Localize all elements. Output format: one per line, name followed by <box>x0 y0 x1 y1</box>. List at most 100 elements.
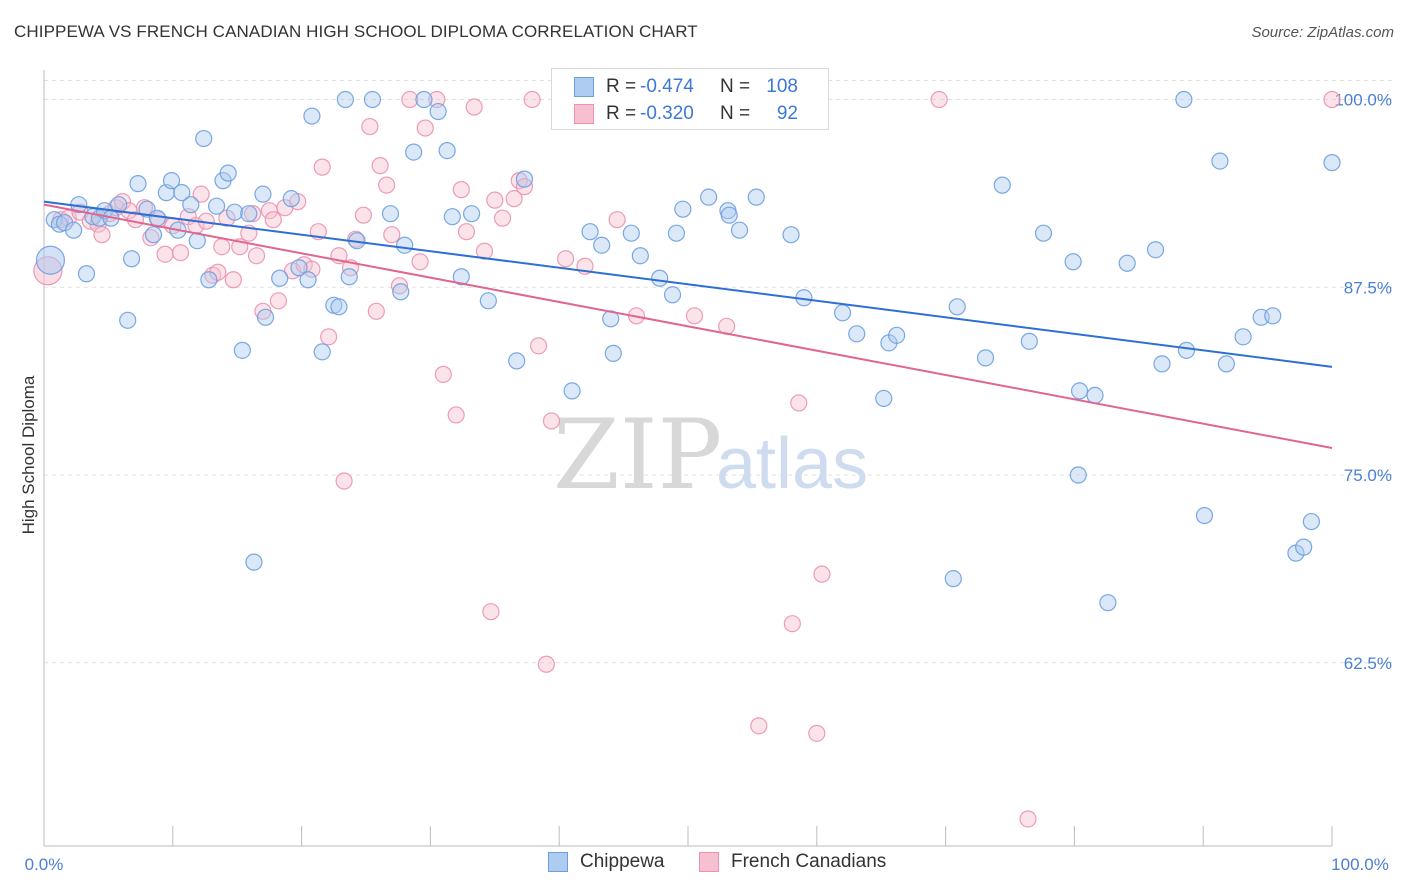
bottom-legend-swatch-french <box>699 852 719 872</box>
french-canadians-point <box>542 412 561 430</box>
chippewa-point <box>1302 512 1320 531</box>
french-canadians-point <box>486 191 504 209</box>
legend-n-value: 92 <box>776 103 798 124</box>
french-canadians-point <box>335 472 353 490</box>
chippewa-point <box>508 352 526 370</box>
y-tick-label: 87.5% <box>1344 278 1392 297</box>
french-canadians-point <box>608 211 626 229</box>
y-tick-label: 62.5% <box>1344 654 1392 673</box>
chippewa-point <box>700 188 718 206</box>
chippewa-point <box>1264 307 1282 325</box>
french-canadians-point <box>416 119 434 137</box>
chippewa-point <box>1234 328 1252 346</box>
chippewa-point <box>1064 253 1082 271</box>
chippewa-points <box>35 90 1341 612</box>
chippewa-point <box>1177 341 1196 359</box>
french-canadians-point <box>156 245 174 263</box>
chippewa-point <box>200 271 218 289</box>
french-canadians-point <box>813 565 831 583</box>
french-canadians-point <box>434 365 452 383</box>
chippewa-point <box>77 265 96 283</box>
french-canadians-point <box>367 302 385 320</box>
chippewa-point <box>173 184 191 202</box>
bottom-legend-chippewa: Chippewa <box>548 851 665 873</box>
chippewa-point <box>1099 594 1117 612</box>
chart-title: CHIPPEWA VS FRENCH CANADIAN HIGH SCHOOL … <box>14 22 698 41</box>
chippewa-point <box>515 170 534 188</box>
y-axis-title: High School Diploma <box>19 375 38 534</box>
french-canadians-point <box>457 223 476 241</box>
french-canadians-point <box>93 226 111 244</box>
chippewa-point <box>195 129 213 148</box>
chippewa-point <box>119 311 137 329</box>
chippewa-point <box>622 224 640 242</box>
french-canadians-point <box>750 717 768 735</box>
french-canadians-point <box>1323 90 1341 109</box>
watermark-zip: ZIP <box>553 399 722 511</box>
chippewa-point <box>1146 241 1165 259</box>
chippewa-point <box>256 308 275 326</box>
chippewa-point <box>976 349 995 367</box>
french-canadians-point <box>685 307 704 325</box>
french-canadians-point <box>224 271 242 289</box>
legend-n-label: N = <box>720 103 751 124</box>
french-canadians-point <box>523 90 541 109</box>
french-canadians-point <box>269 292 288 310</box>
french-canadians-point <box>783 615 801 633</box>
french-canadians-point <box>171 244 190 262</box>
chippewa-point <box>240 205 258 223</box>
french-canadians-point <box>247 247 266 265</box>
chippewa-point <box>674 200 692 218</box>
french-canadians-point <box>378 176 396 194</box>
x-tick-label-max: 100.0% <box>1331 855 1389 874</box>
chippewa-point <box>463 205 481 223</box>
legend-r-label: R = <box>606 103 637 124</box>
chippewa-point <box>330 298 348 316</box>
chippewa-point <box>1175 90 1193 109</box>
french-canadians-point <box>452 181 470 199</box>
chippewa-point <box>429 102 447 121</box>
chippewa-point <box>1217 355 1235 373</box>
legend-n-label: N = <box>720 76 751 97</box>
chippewa-point <box>148 209 166 227</box>
chippewa-point <box>65 221 83 239</box>
legend-r-value: -0.474 <box>640 76 694 97</box>
chippewa-point <box>747 188 765 206</box>
chippewa-point <box>299 271 317 289</box>
french-canadians-point <box>383 226 401 244</box>
watermark-atlas: atlas <box>716 424 868 504</box>
chippewa-point <box>720 206 738 224</box>
legend-n-value: 108 <box>766 76 798 97</box>
french-canadians-point <box>557 250 575 268</box>
french-canadians-point <box>930 90 948 109</box>
french-canadians-point <box>320 328 338 346</box>
chippewa-point <box>415 90 433 109</box>
french-canadians-point <box>493 209 512 227</box>
french-canadians-points <box>33 90 1341 828</box>
chippewa-point <box>1153 355 1171 373</box>
chippewa-point <box>162 172 181 190</box>
chippewa-point <box>604 344 622 362</box>
french-canadians-point <box>529 337 548 355</box>
chippewa-point <box>35 245 66 275</box>
chippewa-point <box>245 553 263 571</box>
french-canadians-point <box>411 253 429 271</box>
chippewa-point <box>479 292 497 310</box>
chippewa-point <box>363 90 382 109</box>
french-canadians-point <box>371 157 389 175</box>
chippewa-point <box>290 259 308 277</box>
y-tick-label: 75.0% <box>1344 466 1392 485</box>
chippewa-point <box>667 224 686 242</box>
french-canadians-point <box>475 242 494 260</box>
chippewa-point <box>254 185 272 203</box>
chippewa-point <box>303 107 321 125</box>
french-canadians-point <box>390 277 409 295</box>
chippewa-point <box>1295 538 1313 556</box>
y-tick-labels: 62.5% 75.0% 87.5% 100.0% <box>1334 91 1392 673</box>
chippewa-point <box>1069 466 1087 484</box>
legend-r-value: -0.320 <box>640 103 694 124</box>
chippewa-point <box>122 250 141 268</box>
chippewa-point <box>593 236 611 254</box>
chippewa-point <box>452 268 470 286</box>
